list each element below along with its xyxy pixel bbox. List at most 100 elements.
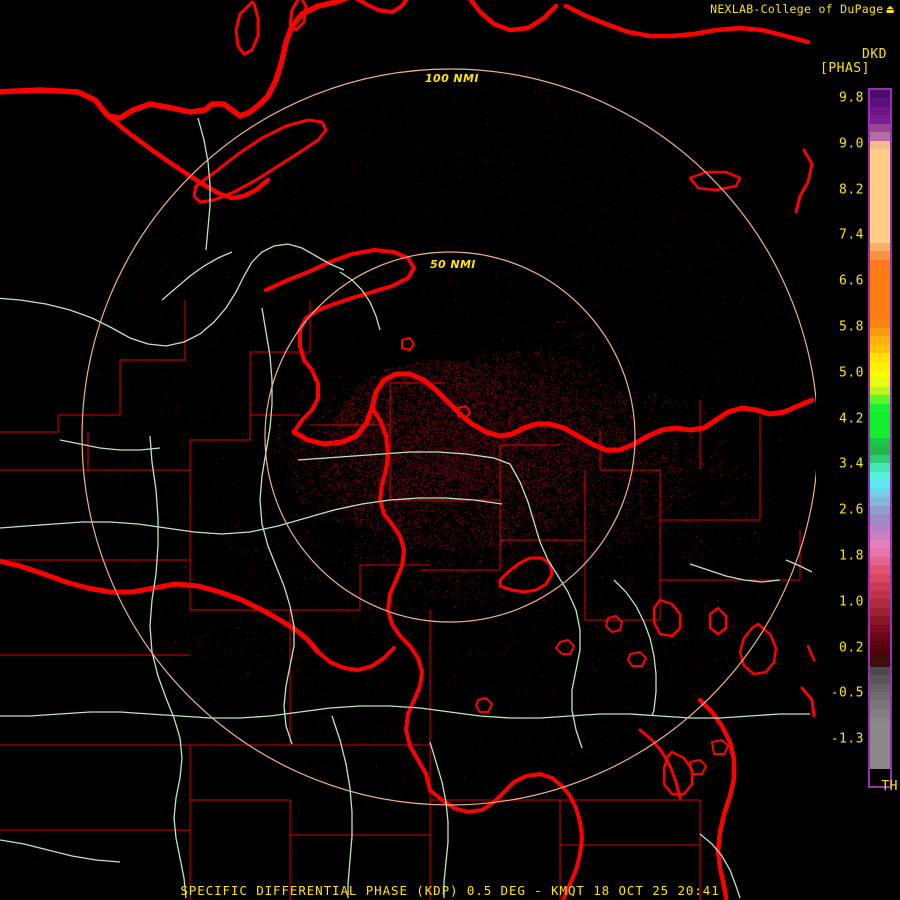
colorbar-swatch [870,751,890,761]
colorbar-swatch [870,344,890,354]
provider-credit: NEXLAB-College of DuPage ⏏ [710,2,894,16]
colorbar-swatch [870,607,890,617]
colorbar-swatch [870,234,890,243]
colorbar-swatch [870,582,890,591]
colorbar-swatch [870,319,890,328]
colorbar-threshold-label: TH [881,779,898,794]
colorbar-tick: 3.4 [839,456,864,472]
colorbar-swatch [870,768,890,778]
colorbar-swatch [870,488,890,498]
colorbar-tick: 0.2 [839,640,864,656]
colorbar-swatch [870,217,890,226]
colorbar-swatch [870,734,890,744]
colorbar-tick: 1.8 [839,548,864,564]
colorbar-swatch [870,624,890,633]
colorbar[interactable]: 9.8 9.0 8.2 7.4 6.6 5.8 5.0 4.2 3.4 2.6 1.8 1.0 0.2 -… [820,88,900,794]
colorbar-tick: 2.6 [839,502,864,518]
colorbar-swatch [870,548,890,557]
colorbar-swatch [870,208,890,218]
colorbar-swatch [870,242,890,252]
colorbar-swatch [870,675,890,684]
colorbar-swatch [870,361,890,370]
colorbar-swatch [870,386,890,396]
colorbar-swatch [870,166,890,175]
colorbar-swatch [870,565,890,574]
colorbar-swatch [870,412,890,421]
colorbar-swatch [870,429,890,438]
colorbar-swatch [870,505,890,515]
colorbar-swatch [870,726,890,735]
highway-river-layer [0,117,813,899]
cod-logo-icon: ⏏ [886,2,894,16]
colorbar-swatch [870,327,890,337]
colorbar-swatch [870,310,890,320]
colorbar-swatch [870,200,890,209]
colorbar-swatch [870,140,890,150]
colorbar-swatch [870,463,890,472]
shoreline-lake-superior [0,0,816,900]
colorbar-swatch [870,353,890,362]
colorbar-unit-label: [PHAS] [820,61,870,76]
colorbar-swatch [870,293,890,303]
colorbar-swatch [870,709,890,718]
colorbar-swatch [870,369,890,379]
colorbar-swatch [870,446,890,455]
provider-credit-text: NEXLAB-College of DuPage [710,2,884,16]
range-ring-100nmi [81,68,816,806]
colorbar-tick: 5.0 [839,365,864,381]
colorbar-swatch [870,437,890,447]
colorbar-swatch [870,420,890,430]
colorbar-swatch [870,157,890,167]
colorbar-swatch [870,641,890,650]
radar-map-svg [0,0,816,900]
radar-echo-layer [80,72,814,808]
colorbar-tick-labels: 9.8 9.0 8.2 7.4 6.6 5.8 5.0 4.2 3.4 2.6 1.8 1.0 0.2 -… [820,88,866,788]
colorbar-swatch [870,700,890,710]
range-ring-100nmi-label: 100 NMI [425,72,479,85]
colorbar-tick: 9.0 [839,136,864,152]
colorbar-swatch [870,777,890,786]
county-boundaries [0,300,801,900]
colorbar-swatch [870,666,890,676]
colorbar-tick: 7.4 [839,227,864,243]
colorbar-swatch [870,90,890,99]
colorbar-swatch [870,225,890,235]
colorbar-swatch [870,98,890,107]
colorbar-tick: 6.6 [839,273,864,289]
colorbar-swatch [870,123,890,133]
colorbar-swatch [870,378,890,387]
colorbar-swatch [870,191,890,201]
range-ring-50nmi [264,251,636,623]
colorbar-swatch [870,276,890,286]
colorbar-tick: -0.5 [830,685,864,701]
range-rings [81,68,816,806]
colorbar-swatch [870,658,890,667]
colorbar-swatch [870,717,890,727]
colorbar-swatch [870,514,890,523]
colorbar-swatch [870,132,890,141]
radar-map-panel[interactable]: 100 NMI 50 NMI [0,0,816,900]
colorbar-swatch [870,531,890,540]
colorbar-swatch [870,268,890,277]
colorbar-swatch [870,599,890,608]
colorbar-swatch [870,497,890,506]
colorbar-swatch [870,106,890,116]
colorbar-swatch [870,251,890,260]
colorbar-swatch [870,633,890,642]
colorbar-swatch [870,590,890,600]
colorbar-swatch [870,692,890,701]
colorbar-swatch [870,616,890,625]
colorbar-swatch [870,403,890,413]
colorbar-swatch [870,336,890,345]
colorbar-swatch [870,302,890,311]
colorbar-swatch [870,454,890,464]
colorbar-swatch [870,259,890,269]
colorbar-tick: -1.3 [830,731,864,747]
range-ring-50nmi-label: 50 NMI [430,258,476,271]
colorbar-swatch [870,573,890,583]
colorbar-unit-top: DKD [862,47,887,62]
colorbar-swatch [870,471,890,481]
colorbar-swatch [870,556,890,566]
colorbar-swatch [870,539,890,549]
